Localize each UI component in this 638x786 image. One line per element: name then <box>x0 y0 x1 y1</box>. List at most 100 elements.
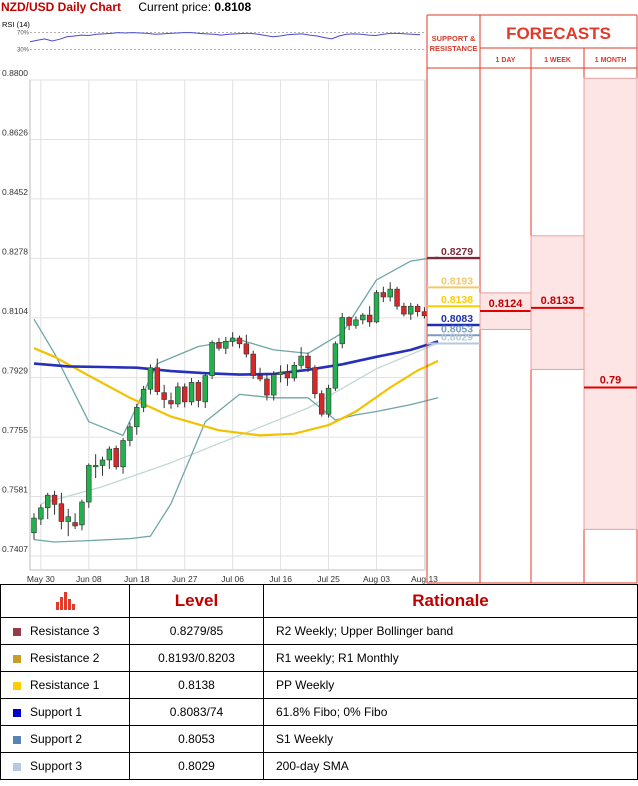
x-tick-label: Jun 18 <box>124 574 150 584</box>
candle-body <box>271 374 277 396</box>
level-name: Support 1 <box>30 705 83 719</box>
candle <box>65 508 71 537</box>
level-name: Support 3 <box>30 759 83 773</box>
candle <box>106 446 113 469</box>
candle-body <box>154 367 160 392</box>
y-tick-label: 0.7755 <box>2 425 28 435</box>
candle-body <box>209 342 215 376</box>
candle <box>291 361 297 382</box>
candle-body <box>51 494 58 505</box>
candle-body <box>339 317 345 345</box>
level-name: Resistance 1 <box>30 678 100 692</box>
candle <box>31 513 37 540</box>
level-value: 0.8279/85 <box>129 617 264 645</box>
candle-body <box>65 516 71 522</box>
series-line <box>33 347 439 437</box>
candle-body <box>291 365 297 379</box>
candle-body <box>298 355 304 366</box>
candle <box>373 290 380 324</box>
candle <box>161 384 167 409</box>
candle-body <box>236 337 243 345</box>
candle <box>318 390 325 417</box>
sr-level-label: 0.8279 <box>441 246 473 258</box>
candle-body <box>250 353 256 376</box>
rsi-level-label: 70% <box>17 31 30 37</box>
x-tick-label: Jul 06 <box>221 574 244 584</box>
candle-body <box>140 388 147 408</box>
candle-body <box>31 517 37 534</box>
level-rationale: R2 Weekly; Upper Bollinger band <box>263 617 638 645</box>
candle <box>147 364 154 395</box>
candle <box>202 372 208 409</box>
candle <box>188 377 195 406</box>
candle-body <box>147 367 154 390</box>
candle-body <box>229 337 236 342</box>
candle <box>312 365 318 399</box>
rsi-line <box>29 32 421 43</box>
candle-body <box>373 292 380 323</box>
candle-body <box>366 314 373 323</box>
levels-table: Level Rationale Resistance 3 0.8279/85 R2 … <box>0 584 638 780</box>
table-row: Support 1 0.8083/74 61.8% Fibo; 0% Fibo <box>0 698 638 726</box>
current-price: Current price: 0.8108 <box>138 0 251 14</box>
forecasts-header: FORECASTS <box>506 24 611 43</box>
candle-body <box>401 305 407 315</box>
candle-body <box>387 288 393 298</box>
candle <box>401 302 407 317</box>
level-rationale: S1 Weekly <box>263 725 638 753</box>
level-value: 0.8083/74 <box>129 698 264 726</box>
candle <box>346 316 352 331</box>
forecast-range-box <box>530 235 585 370</box>
table-row: Support 3 0.8029 200-day SMA <box>0 752 638 780</box>
candle <box>168 392 174 409</box>
level-value: 0.8138 <box>129 671 264 699</box>
candle <box>366 306 373 327</box>
forecast-value-label: 0.79 <box>600 375 621 387</box>
bar-chart-icon <box>56 591 75 610</box>
forecast-column-header: 1 DAY <box>496 57 516 64</box>
candle-body <box>182 386 188 403</box>
sr-level-label: 0.8083 <box>441 313 473 325</box>
current-price-label: Current price: <box>138 0 212 14</box>
candle <box>236 335 243 349</box>
candle <box>58 492 65 530</box>
candle <box>394 286 400 310</box>
support-resistance-header: SUPPORT & RESISTANCE <box>430 34 478 53</box>
candle <box>271 371 277 401</box>
sr-level-label: 0.8138 <box>441 294 473 306</box>
candle-body <box>223 341 229 349</box>
level-name: Support 2 <box>30 732 83 746</box>
candle-body <box>414 305 421 312</box>
candle <box>298 347 304 369</box>
table-row: Resistance 2 0.8193/0.8203 R1 weekly; R1 M… <box>0 644 638 672</box>
sr-level-label: 0.8053 <box>441 323 473 335</box>
level-color-swatch <box>13 762 21 771</box>
candle <box>154 358 160 396</box>
rsi-level-label: 30% <box>17 47 30 53</box>
candle-body <box>58 503 65 522</box>
candle-body <box>346 317 352 326</box>
candle-body <box>325 387 332 415</box>
candle-body <box>79 501 85 526</box>
candle <box>325 384 332 418</box>
candle <box>86 463 92 508</box>
x-tick-label: Jul 25 <box>317 574 340 584</box>
table-row: Resistance 1 0.8138 PP Weekly <box>0 671 638 699</box>
candle-body <box>243 343 250 355</box>
candle-body <box>92 465 99 468</box>
candle-body <box>38 507 44 520</box>
y-tick-label: 0.8104 <box>2 306 28 316</box>
table-row: Support 2 0.8053 S1 Weekly <box>0 725 638 753</box>
candle <box>332 341 339 391</box>
level-color-swatch <box>13 708 21 717</box>
forecast-column-header: 1 WEEK <box>544 57 571 64</box>
forecast-value-label: 0.8133 <box>541 295 575 307</box>
candle <box>284 364 291 386</box>
candle-body <box>277 371 284 375</box>
level-name-cell: Resistance 3 <box>0 617 130 645</box>
candle <box>195 380 202 408</box>
x-tick-label: Aug 13 <box>411 574 438 584</box>
y-tick-label: 0.8800 <box>2 68 28 78</box>
candle <box>264 373 270 401</box>
level-rationale: 61.8% Fibo; 0% Fibo <box>263 698 638 726</box>
